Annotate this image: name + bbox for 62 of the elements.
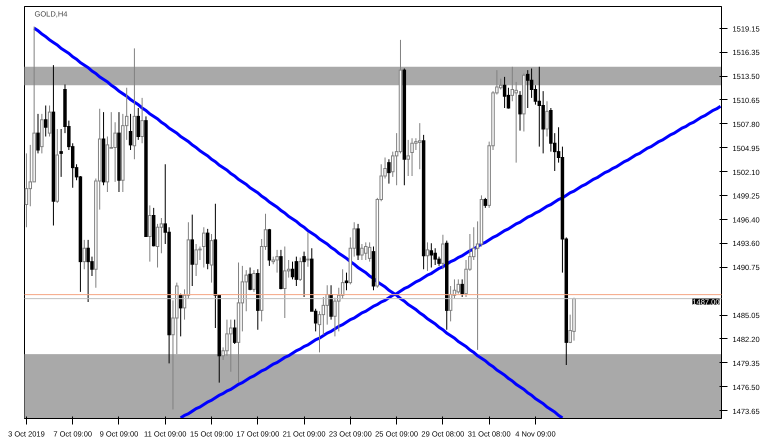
candlestick [460, 278, 464, 298]
candlestick [406, 139, 410, 177]
candlestick [206, 228, 210, 270]
candlestick [82, 239, 86, 270]
candlestick [148, 204, 152, 262]
candlestick [430, 242, 434, 268]
candlestick [132, 48, 136, 160]
candlestick [306, 232, 310, 268]
candlestick [368, 242, 372, 262]
candlestick [387, 158, 391, 184]
candlestick [426, 242, 430, 272]
candlestick [518, 90, 522, 132]
candlestick [302, 251, 306, 298]
candlestick [364, 242, 368, 260]
candlestick [40, 113, 44, 154]
candlestick [36, 113, 40, 154]
candlestick [522, 73, 526, 132]
candlestick [441, 234, 445, 270]
candlestick [275, 249, 279, 274]
candlestick [202, 226, 206, 268]
candlestick [418, 122, 422, 170]
candlestick [190, 214, 194, 287]
candlestick [344, 272, 348, 291]
candlestick [144, 116, 148, 237]
candlestick [526, 70, 530, 108]
candlestick [136, 107, 140, 140]
candlestick [128, 113, 132, 150]
candlestick [178, 293, 182, 337]
candlestick [456, 278, 460, 294]
candlestick [52, 64, 56, 226]
candlestick [194, 244, 198, 276]
candlestick [294, 256, 298, 287]
candlestick [236, 262, 240, 384]
candlestick [232, 319, 236, 344]
candlestick [283, 246, 287, 318]
candlestick [210, 233, 214, 284]
candlestick [372, 246, 376, 291]
candlestick [48, 104, 52, 138]
candlestick [422, 134, 426, 270]
candlestick [298, 256, 302, 282]
candlestick [229, 319, 233, 372]
candlestick [410, 138, 414, 177]
candlestick [102, 112, 106, 186]
candlestick [279, 249, 283, 290]
candlestick [140, 97, 144, 144]
candlestick [502, 76, 506, 108]
candlestick [256, 268, 260, 330]
candlestick [44, 104, 48, 138]
candlestick [248, 267, 252, 291]
candlestick [86, 239, 90, 302]
candlestick [268, 228, 272, 266]
candlestick [117, 112, 121, 192]
candlestick [445, 240, 448, 330]
candlestick [152, 207, 156, 248]
candlestick [252, 270, 256, 292]
candlestick [484, 197, 488, 208]
candlestick [56, 128, 60, 204]
candlestick [59, 128, 63, 178]
candlestick [329, 284, 333, 320]
candlestick [402, 68, 406, 186]
candlestick [356, 223, 360, 260]
candlestick [360, 244, 364, 260]
